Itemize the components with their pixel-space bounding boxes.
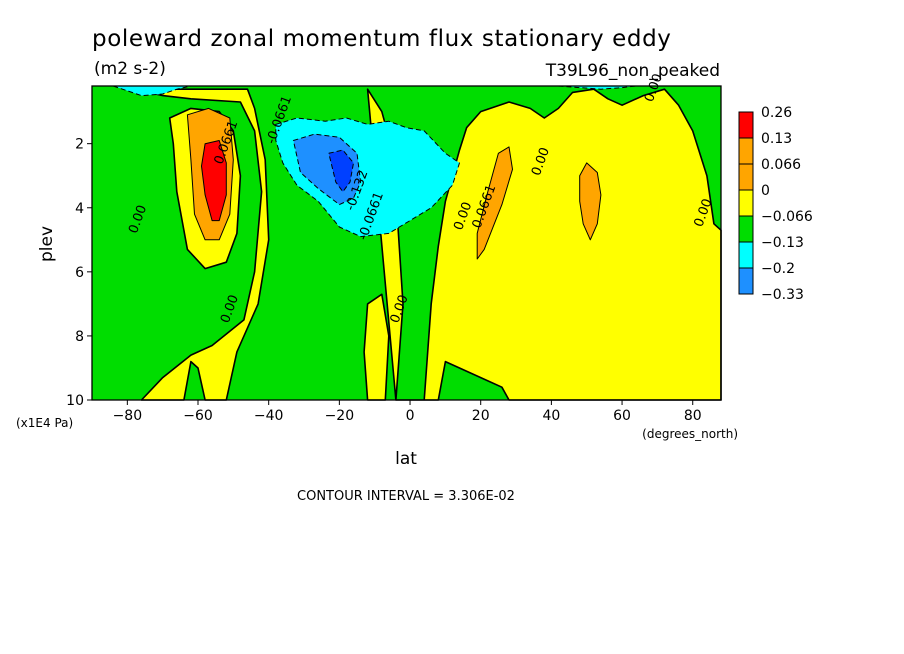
x-tick-label--80: −80 bbox=[113, 408, 143, 424]
y-axis-ticks: 2 4 6 8 10 bbox=[66, 137, 92, 409]
legend-swatch-0 bbox=[738, 111, 754, 139]
color-legend: 0.26 0.13 0.066 0 −0.066 −0.13 −0.2 −0.33 bbox=[738, 105, 813, 303]
region-orange-50N bbox=[579, 162, 602, 241]
y-axis-unit: (x1E4 Pa) bbox=[16, 416, 73, 430]
legend-swatch-3 bbox=[738, 189, 754, 217]
legend-label-6: −0.2 bbox=[761, 261, 795, 277]
region-deepblue-central bbox=[328, 149, 354, 193]
y-axis-label: plev bbox=[37, 226, 57, 262]
y-tick-label-10: 10 bbox=[66, 393, 84, 409]
x-tick-label-80: 80 bbox=[684, 408, 702, 424]
y-tick-label-8: 8 bbox=[75, 329, 84, 345]
y-tick-label-2: 2 bbox=[75, 137, 84, 153]
x-tick-label--40: −40 bbox=[254, 408, 284, 424]
x-tick-label-60: 60 bbox=[613, 408, 631, 424]
legend-label-0: 0.26 bbox=[761, 105, 792, 121]
y-tick-label-6: 6 bbox=[75, 265, 84, 281]
x-axis-unit: (degrees_north) bbox=[642, 427, 738, 441]
legend-swatch-1 bbox=[738, 137, 754, 165]
legend-label-1: 0.13 bbox=[761, 131, 792, 147]
x-tick-label-40: 40 bbox=[542, 408, 560, 424]
legend-label-4: −0.066 bbox=[761, 209, 813, 225]
chart-title: poleward zonal momentum flux stationary … bbox=[92, 26, 672, 52]
y-tick-label-4: 4 bbox=[75, 201, 84, 217]
legend-label-2: 0.066 bbox=[761, 157, 801, 173]
x-tick-label--60: −60 bbox=[183, 408, 213, 424]
run-label: T39L96_non_peaked bbox=[545, 61, 720, 81]
legend-swatch-5 bbox=[738, 241, 754, 269]
region-orange-20N bbox=[476, 146, 513, 260]
legend-swatch-2 bbox=[738, 163, 754, 191]
legend-swatch-4 bbox=[738, 215, 754, 243]
x-tick-label--20: −20 bbox=[325, 408, 355, 424]
legend-label-5: −0.13 bbox=[761, 235, 804, 251]
legend-swatch-6 bbox=[738, 267, 754, 295]
contour-interval-note: CONTOUR INTERVAL = 3.306E-02 bbox=[297, 489, 515, 504]
x-axis-ticks: −80 −60 −40 −20 0 20 40 60 80 bbox=[113, 400, 702, 424]
legend-label-7: −0.33 bbox=[761, 287, 804, 303]
x-tick-label-0: 0 bbox=[406, 408, 415, 424]
chart-units: (m2 s-2) bbox=[94, 59, 166, 79]
legend-label-3: 0 bbox=[761, 183, 770, 199]
region-yellow-midblob bbox=[363, 293, 390, 401]
contour-regions bbox=[112, 85, 722, 401]
x-axis-label: lat bbox=[395, 449, 417, 469]
x-tick-label-20: 20 bbox=[472, 408, 490, 424]
region-red-south bbox=[201, 140, 227, 222]
plot-frame bbox=[91, 85, 722, 401]
